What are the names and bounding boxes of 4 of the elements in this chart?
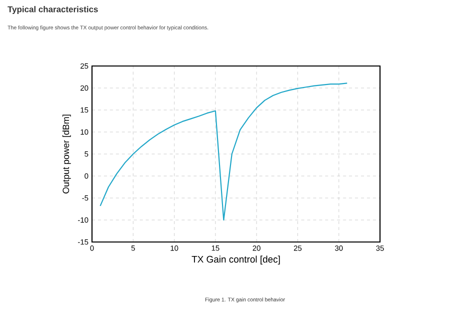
- x-axis-title: TX Gain control [dec]: [192, 256, 280, 264]
- chart-title: Typical characteristics: [8, 6, 98, 14]
- line-series: [100, 82, 348, 221]
- y-axis-title: Output power [dBm]: [62, 114, 71, 194]
